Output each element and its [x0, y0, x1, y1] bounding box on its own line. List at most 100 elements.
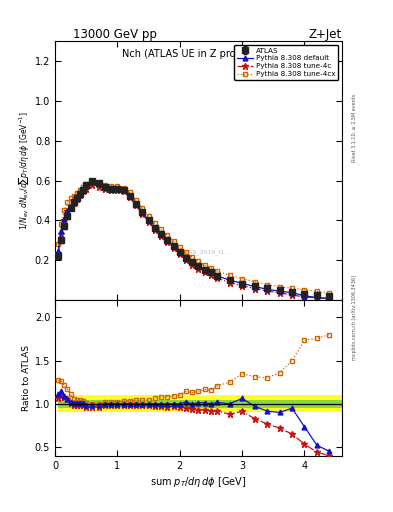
- Pythia 8.308 tune-4c: [159, 232, 163, 239]
- Pythia 8.308 tune-4cx: [265, 282, 270, 288]
- Pythia 8.308 default: [159, 231, 163, 238]
- Pythia 8.308 tune-4c: [90, 181, 95, 187]
- Pythia 8.308 tune-4cx: [315, 288, 320, 294]
- Pythia 8.308 default: [152, 225, 157, 231]
- Pythia 8.308 default: [265, 286, 270, 292]
- Pythia 8.308 default: [140, 209, 145, 216]
- Pythia 8.308 tune-4cx: [252, 279, 257, 285]
- Pythia 8.308 tune-4cx: [190, 254, 195, 261]
- Pythia 8.308 default: [202, 267, 207, 273]
- Pythia 8.308 tune-4c: [327, 295, 332, 302]
- Pythia 8.308 default: [171, 243, 176, 249]
- Pythia 8.308 tune-4c: [252, 286, 257, 292]
- Pythia 8.308 tune-4cx: [65, 199, 70, 205]
- Pythia 8.308 tune-4c: [315, 295, 320, 301]
- Pythia 8.308 default: [109, 185, 114, 191]
- Pythia 8.308 tune-4cx: [90, 178, 95, 184]
- Pythia 8.308 default: [134, 201, 138, 207]
- Pythia 8.308 tune-4c: [202, 269, 207, 275]
- Pythia 8.308 tune-4cx: [127, 189, 132, 196]
- Pythia 8.308 tune-4cx: [165, 232, 170, 239]
- Pythia 8.308 tune-4c: [190, 262, 195, 268]
- Pythia 8.308 tune-4cx: [68, 196, 73, 202]
- Pythia 8.308 tune-4cx: [72, 194, 76, 200]
- Pythia 8.308 default: [184, 254, 188, 261]
- Pythia 8.308 default: [72, 198, 76, 204]
- Pythia 8.308 tune-4cx: [75, 190, 79, 197]
- Pythia 8.308 default: [115, 185, 120, 191]
- Pythia 8.308 tune-4c: [96, 183, 101, 189]
- Pythia 8.308 tune-4c: [165, 239, 170, 245]
- Pythia 8.308 tune-4c: [302, 294, 307, 300]
- Pythia 8.308 tune-4c: [140, 211, 145, 217]
- Pythia 8.308 tune-4cx: [134, 198, 138, 204]
- Pythia 8.308 tune-4c: [59, 231, 64, 238]
- Pythia 8.308 default: [96, 180, 101, 186]
- Pythia 8.308 default: [302, 293, 307, 299]
- Pythia 8.308 tune-4c: [65, 208, 70, 215]
- Pythia 8.308 tune-4c: [171, 245, 176, 251]
- Pythia 8.308 tune-4cx: [327, 290, 332, 296]
- Pythia 8.308 default: [77, 190, 82, 197]
- Pythia 8.308 default: [75, 195, 79, 201]
- Pythia 8.308 default: [68, 203, 73, 209]
- Pythia 8.308 tune-4cx: [215, 268, 220, 274]
- Pythia 8.308 tune-4c: [56, 250, 61, 257]
- Pythia 8.308 default: [290, 289, 294, 295]
- Pythia 8.308 default: [196, 263, 201, 269]
- Pythia 8.308 tune-4cx: [227, 272, 232, 279]
- Pythia 8.308 tune-4cx: [209, 265, 213, 271]
- Pythia 8.308 tune-4cx: [184, 249, 188, 255]
- Pythia 8.308 tune-4cx: [196, 258, 201, 264]
- Pythia 8.308 default: [315, 294, 320, 301]
- Pythia 8.308 tune-4cx: [84, 180, 88, 186]
- Text: mcplots.cern.ch [arXiv:1306.3436]: mcplots.cern.ch [arXiv:1306.3436]: [352, 275, 357, 360]
- Pythia 8.308 default: [146, 217, 151, 223]
- Pythia 8.308 default: [227, 277, 232, 283]
- Pythia 8.308 default: [121, 187, 126, 194]
- Pythia 8.308 tune-4c: [177, 251, 182, 257]
- Pythia 8.308 tune-4c: [115, 187, 120, 194]
- Pythia 8.308 tune-4c: [77, 193, 82, 199]
- Pythia 8.308 tune-4c: [146, 219, 151, 225]
- Y-axis label: $1/N_{\mathsf{ev}}\ dN_{\mathsf{ev}}/d\!\sum p_T/d\eta\,d\phi\ [\mathsf{GeV}^{-1: $1/N_{\mathsf{ev}}\ dN_{\mathsf{ev}}/d\!…: [17, 111, 31, 230]
- Pythia 8.308 tune-4cx: [159, 226, 163, 232]
- Text: ATLAS_2019_I1...: ATLAS_2019_I1...: [178, 249, 231, 255]
- Pythia 8.308 tune-4cx: [146, 214, 151, 220]
- Pythia 8.308 default: [90, 179, 95, 185]
- Legend: ATLAS, Pythia 8.308 default, Pythia 8.308 tune-4c, Pythia 8.308 tune-4cx: ATLAS, Pythia 8.308 default, Pythia 8.30…: [234, 45, 338, 80]
- Pythia 8.308 default: [277, 288, 282, 294]
- Line: Pythia 8.308 default: Pythia 8.308 default: [56, 179, 332, 301]
- Text: Rivet 3.1.10, ≥ 2.5M events: Rivet 3.1.10, ≥ 2.5M events: [352, 94, 357, 162]
- Pythia 8.308 default: [56, 248, 61, 254]
- Pythia 8.308 tune-4c: [134, 202, 138, 208]
- Pythia 8.308 tune-4cx: [103, 181, 107, 187]
- Pythia 8.308 tune-4cx: [77, 186, 82, 193]
- Pythia 8.308 tune-4cx: [81, 183, 85, 189]
- Pythia 8.308 tune-4c: [184, 257, 188, 263]
- Pythia 8.308 tune-4c: [121, 188, 126, 195]
- Text: Z+Jet: Z+Jet: [309, 28, 342, 41]
- Pythia 8.308 tune-4cx: [171, 238, 176, 244]
- Pythia 8.308 tune-4cx: [96, 179, 101, 185]
- Line: Pythia 8.308 tune-4cx: Pythia 8.308 tune-4cx: [56, 178, 332, 295]
- Pythia 8.308 tune-4c: [81, 188, 85, 195]
- Text: Nch (ATLAS UE in Z production): Nch (ATLAS UE in Z production): [121, 49, 275, 59]
- Pythia 8.308 tune-4cx: [140, 205, 145, 211]
- Pythia 8.308 default: [209, 269, 213, 275]
- Pythia 8.308 default: [103, 183, 107, 189]
- Pythia 8.308 tune-4c: [277, 290, 282, 296]
- Pythia 8.308 tune-4cx: [177, 244, 182, 250]
- Pythia 8.308 default: [127, 194, 132, 200]
- Pythia 8.308 default: [65, 208, 70, 215]
- Pythia 8.308 tune-4cx: [202, 262, 207, 268]
- Pythia 8.308 tune-4cx: [277, 284, 282, 290]
- Pythia 8.308 tune-4c: [109, 186, 114, 193]
- Pythia 8.308 tune-4c: [84, 185, 88, 191]
- Pythia 8.308 default: [62, 217, 67, 223]
- Pythia 8.308 default: [59, 228, 64, 234]
- Pythia 8.308 tune-4c: [103, 185, 107, 191]
- Pythia 8.308 tune-4c: [209, 271, 213, 278]
- Pythia 8.308 tune-4cx: [59, 221, 64, 227]
- Pythia 8.308 default: [252, 284, 257, 290]
